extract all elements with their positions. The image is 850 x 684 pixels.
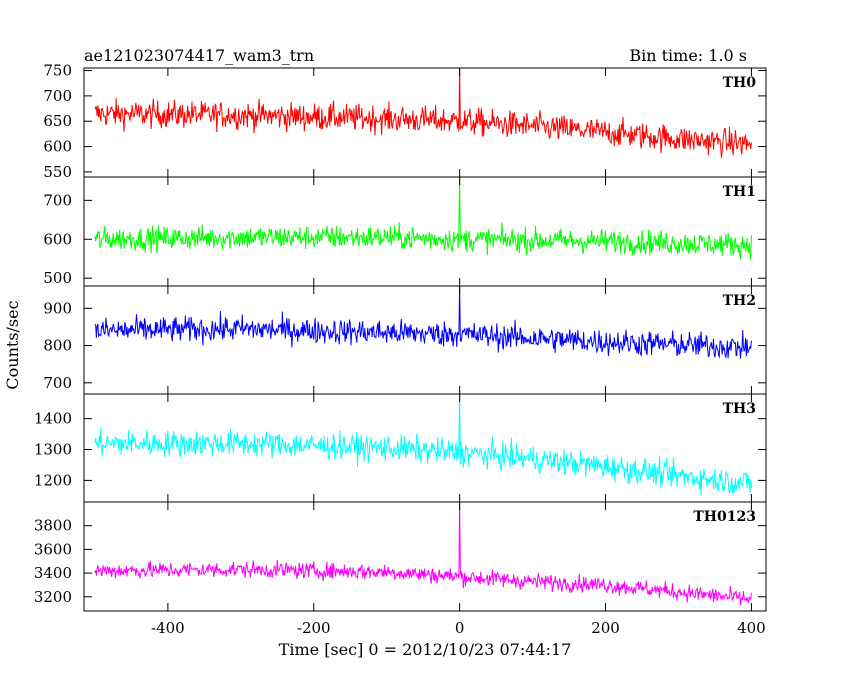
chart-title: ae121023074417_wam3_trn bbox=[84, 46, 314, 65]
panel-th2: 700 800 900 TH2 bbox=[43, 285, 767, 395]
y-tick-label: 3200 bbox=[34, 588, 72, 606]
panel-th3: 1200 1300 1400 TH3 bbox=[34, 393, 767, 503]
y-axis-title: Counts/sec bbox=[3, 300, 22, 389]
panel-th0: 550 600 650 700 750 TH0 bbox=[43, 62, 767, 181]
y-tick-label: 700 bbox=[43, 191, 72, 209]
panel-th1: 500 600 700 TH1 bbox=[43, 176, 767, 287]
series-line-th0 bbox=[94, 67, 752, 158]
x-tick-label: -200 bbox=[297, 619, 331, 637]
series-line-th2 bbox=[94, 285, 752, 359]
y-tick-label: 500 bbox=[43, 269, 72, 287]
x-tick-label: 200 bbox=[591, 619, 620, 637]
panel-label-th1: TH1 bbox=[723, 184, 756, 200]
y-tick-label: 600 bbox=[43, 138, 72, 156]
y-tick-label: 3800 bbox=[34, 517, 72, 535]
panel-label-th2: TH2 bbox=[723, 293, 756, 309]
panel-label-th3: TH3 bbox=[723, 401, 756, 417]
y-tick-label: 700 bbox=[43, 87, 72, 105]
series-line-th3 bbox=[94, 393, 752, 496]
panel-frame bbox=[83, 176, 767, 287]
x-tick-label: 0 bbox=[455, 619, 465, 637]
x-axis: -400 -200 0 200 400 bbox=[151, 619, 766, 637]
y-tick-label: 600 bbox=[43, 230, 72, 248]
panels: 550 600 650 700 750 TH0 500 600 700 TH1 700 800 900 T… bbox=[34, 62, 767, 612]
y-tick-label: 3600 bbox=[34, 540, 72, 558]
y-tick-label: 1400 bbox=[34, 410, 72, 428]
y-tick-label: 1300 bbox=[34, 441, 72, 459]
panel-th0123: 3200 3400 3600 3800 TH0123 bbox=[34, 501, 767, 612]
y-tick-label: 700 bbox=[43, 374, 72, 392]
panel-frame bbox=[83, 501, 767, 612]
y-tick-label: 3400 bbox=[34, 564, 72, 582]
x-tick-label: 400 bbox=[737, 619, 766, 637]
panel-label-th0: TH0 bbox=[723, 75, 757, 91]
panel-label-th0123: TH0123 bbox=[693, 509, 756, 525]
y-tick-label: 650 bbox=[43, 112, 72, 130]
y-tick-label: 900 bbox=[43, 299, 72, 317]
series-line-th0123 bbox=[94, 501, 752, 606]
y-tick-label: 750 bbox=[43, 62, 72, 80]
x-axis-title: Time [sec] 0 = 2012/10/23 07:44:17 bbox=[279, 640, 572, 659]
y-tick-label: 800 bbox=[43, 337, 72, 355]
y-tick-label: 550 bbox=[43, 163, 72, 181]
x-tick-label: -400 bbox=[151, 619, 185, 637]
bin-time-label: Bin time: 1.0 s bbox=[629, 46, 747, 65]
series-line-th1 bbox=[94, 176, 752, 260]
y-tick-label: 1200 bbox=[34, 471, 72, 489]
